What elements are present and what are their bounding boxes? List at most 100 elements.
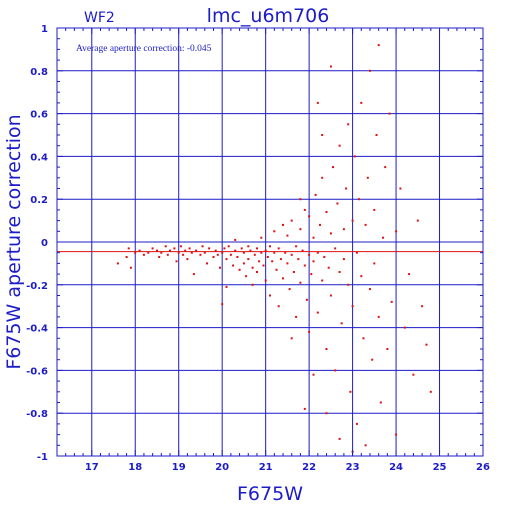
data-point bbox=[325, 211, 328, 213]
data-point bbox=[364, 444, 367, 447]
data-point bbox=[251, 266, 254, 269]
data-point bbox=[175, 260, 178, 263]
data-point bbox=[327, 266, 330, 269]
y-tick-label: 0.2 bbox=[30, 195, 48, 206]
data-point bbox=[229, 253, 232, 256]
data-point bbox=[338, 271, 341, 273]
x-tick-label: 19 bbox=[172, 462, 186, 473]
data-point bbox=[299, 198, 302, 201]
data-point bbox=[429, 390, 432, 393]
data-point bbox=[349, 390, 352, 393]
data-point bbox=[412, 373, 415, 376]
data-point bbox=[369, 288, 371, 291]
data-point bbox=[382, 236, 384, 239]
data-point bbox=[319, 223, 321, 226]
x-tick-label: 25 bbox=[433, 462, 447, 473]
data-point bbox=[279, 258, 282, 261]
data-point bbox=[206, 262, 208, 265]
data-point bbox=[388, 112, 391, 115]
x-tick-label: 20 bbox=[215, 462, 229, 473]
data-point bbox=[273, 251, 276, 254]
data-point bbox=[321, 134, 324, 136]
data-point bbox=[379, 401, 382, 404]
y-tick-label: 0.8 bbox=[30, 67, 48, 78]
data-point bbox=[208, 247, 211, 250]
data-point bbox=[362, 337, 365, 340]
x-tick-labels: 17 18 19 20 21 22 23 24 25 26 bbox=[85, 462, 490, 473]
data-point bbox=[290, 219, 293, 222]
data-points bbox=[116, 44, 432, 453]
data-point bbox=[416, 219, 419, 222]
data-point bbox=[342, 258, 345, 261]
data-point bbox=[408, 273, 411, 276]
panel-label: WF2 bbox=[84, 10, 115, 26]
data-point bbox=[364, 223, 367, 226]
tick-marks bbox=[56, 27, 484, 457]
data-point bbox=[184, 249, 187, 252]
data-point bbox=[334, 369, 337, 372]
x-tick-label: 26 bbox=[476, 462, 490, 473]
data-point bbox=[251, 283, 254, 286]
data-point bbox=[125, 256, 128, 258]
data-point bbox=[247, 245, 250, 248]
data-point bbox=[156, 249, 158, 252]
data-point bbox=[190, 251, 193, 254]
data-point bbox=[225, 258, 228, 261]
data-point bbox=[221, 303, 224, 306]
data-point bbox=[303, 208, 306, 211]
data-point bbox=[269, 245, 271, 248]
data-point bbox=[316, 311, 319, 314]
y-tick-label: -0.2 bbox=[26, 281, 48, 292]
data-point bbox=[249, 249, 252, 252]
data-point bbox=[295, 245, 298, 248]
x-tick-label: 23 bbox=[346, 462, 360, 473]
data-point bbox=[308, 253, 311, 256]
data-point bbox=[303, 407, 306, 410]
data-point bbox=[355, 251, 358, 254]
data-point bbox=[177, 251, 180, 254]
data-point bbox=[323, 256, 326, 258]
data-point bbox=[134, 251, 137, 254]
data-point bbox=[192, 273, 195, 276]
x-tick-label: 22 bbox=[302, 462, 316, 473]
y-tick-label: -0.4 bbox=[26, 324, 48, 335]
y-tick-label: -0.6 bbox=[26, 366, 48, 377]
x-tick-label: 24 bbox=[389, 462, 403, 473]
data-point bbox=[158, 256, 161, 258]
data-point bbox=[258, 260, 261, 263]
data-point bbox=[329, 65, 332, 68]
data-point bbox=[303, 264, 306, 267]
data-point bbox=[214, 249, 217, 252]
y-tick-labels: -1 -0.8 -0.6 -0.4 -0.2 0 0.2 0.4 0.6 0.8 1 bbox=[26, 24, 48, 463]
data-point bbox=[312, 373, 315, 376]
data-point bbox=[203, 251, 206, 254]
data-point bbox=[166, 253, 169, 256]
data-point bbox=[342, 228, 345, 231]
data-point bbox=[329, 232, 332, 235]
data-point bbox=[240, 247, 243, 250]
data-point bbox=[386, 348, 389, 350]
data-point bbox=[227, 245, 230, 248]
chart-annotation: Average aperture correction: -0.045 bbox=[76, 44, 212, 54]
data-point bbox=[182, 253, 185, 256]
y-tick-label: -1 bbox=[37, 452, 48, 463]
data-point bbox=[264, 249, 267, 252]
data-point bbox=[195, 249, 198, 252]
data-point bbox=[347, 123, 350, 126]
data-point bbox=[234, 238, 237, 241]
data-point bbox=[188, 247, 191, 250]
data-point bbox=[256, 247, 258, 250]
data-point bbox=[273, 230, 276, 233]
data-point bbox=[355, 422, 358, 425]
x-tick-label: 21 bbox=[259, 462, 273, 473]
data-point bbox=[360, 101, 363, 104]
data-point bbox=[299, 228, 302, 231]
data-point bbox=[373, 262, 376, 265]
data-point bbox=[301, 249, 304, 252]
data-point bbox=[373, 208, 376, 211]
y-tick-label: -0.8 bbox=[26, 409, 48, 420]
data-point bbox=[147, 251, 150, 254]
data-point bbox=[238, 268, 241, 271]
data-point bbox=[336, 202, 339, 205]
